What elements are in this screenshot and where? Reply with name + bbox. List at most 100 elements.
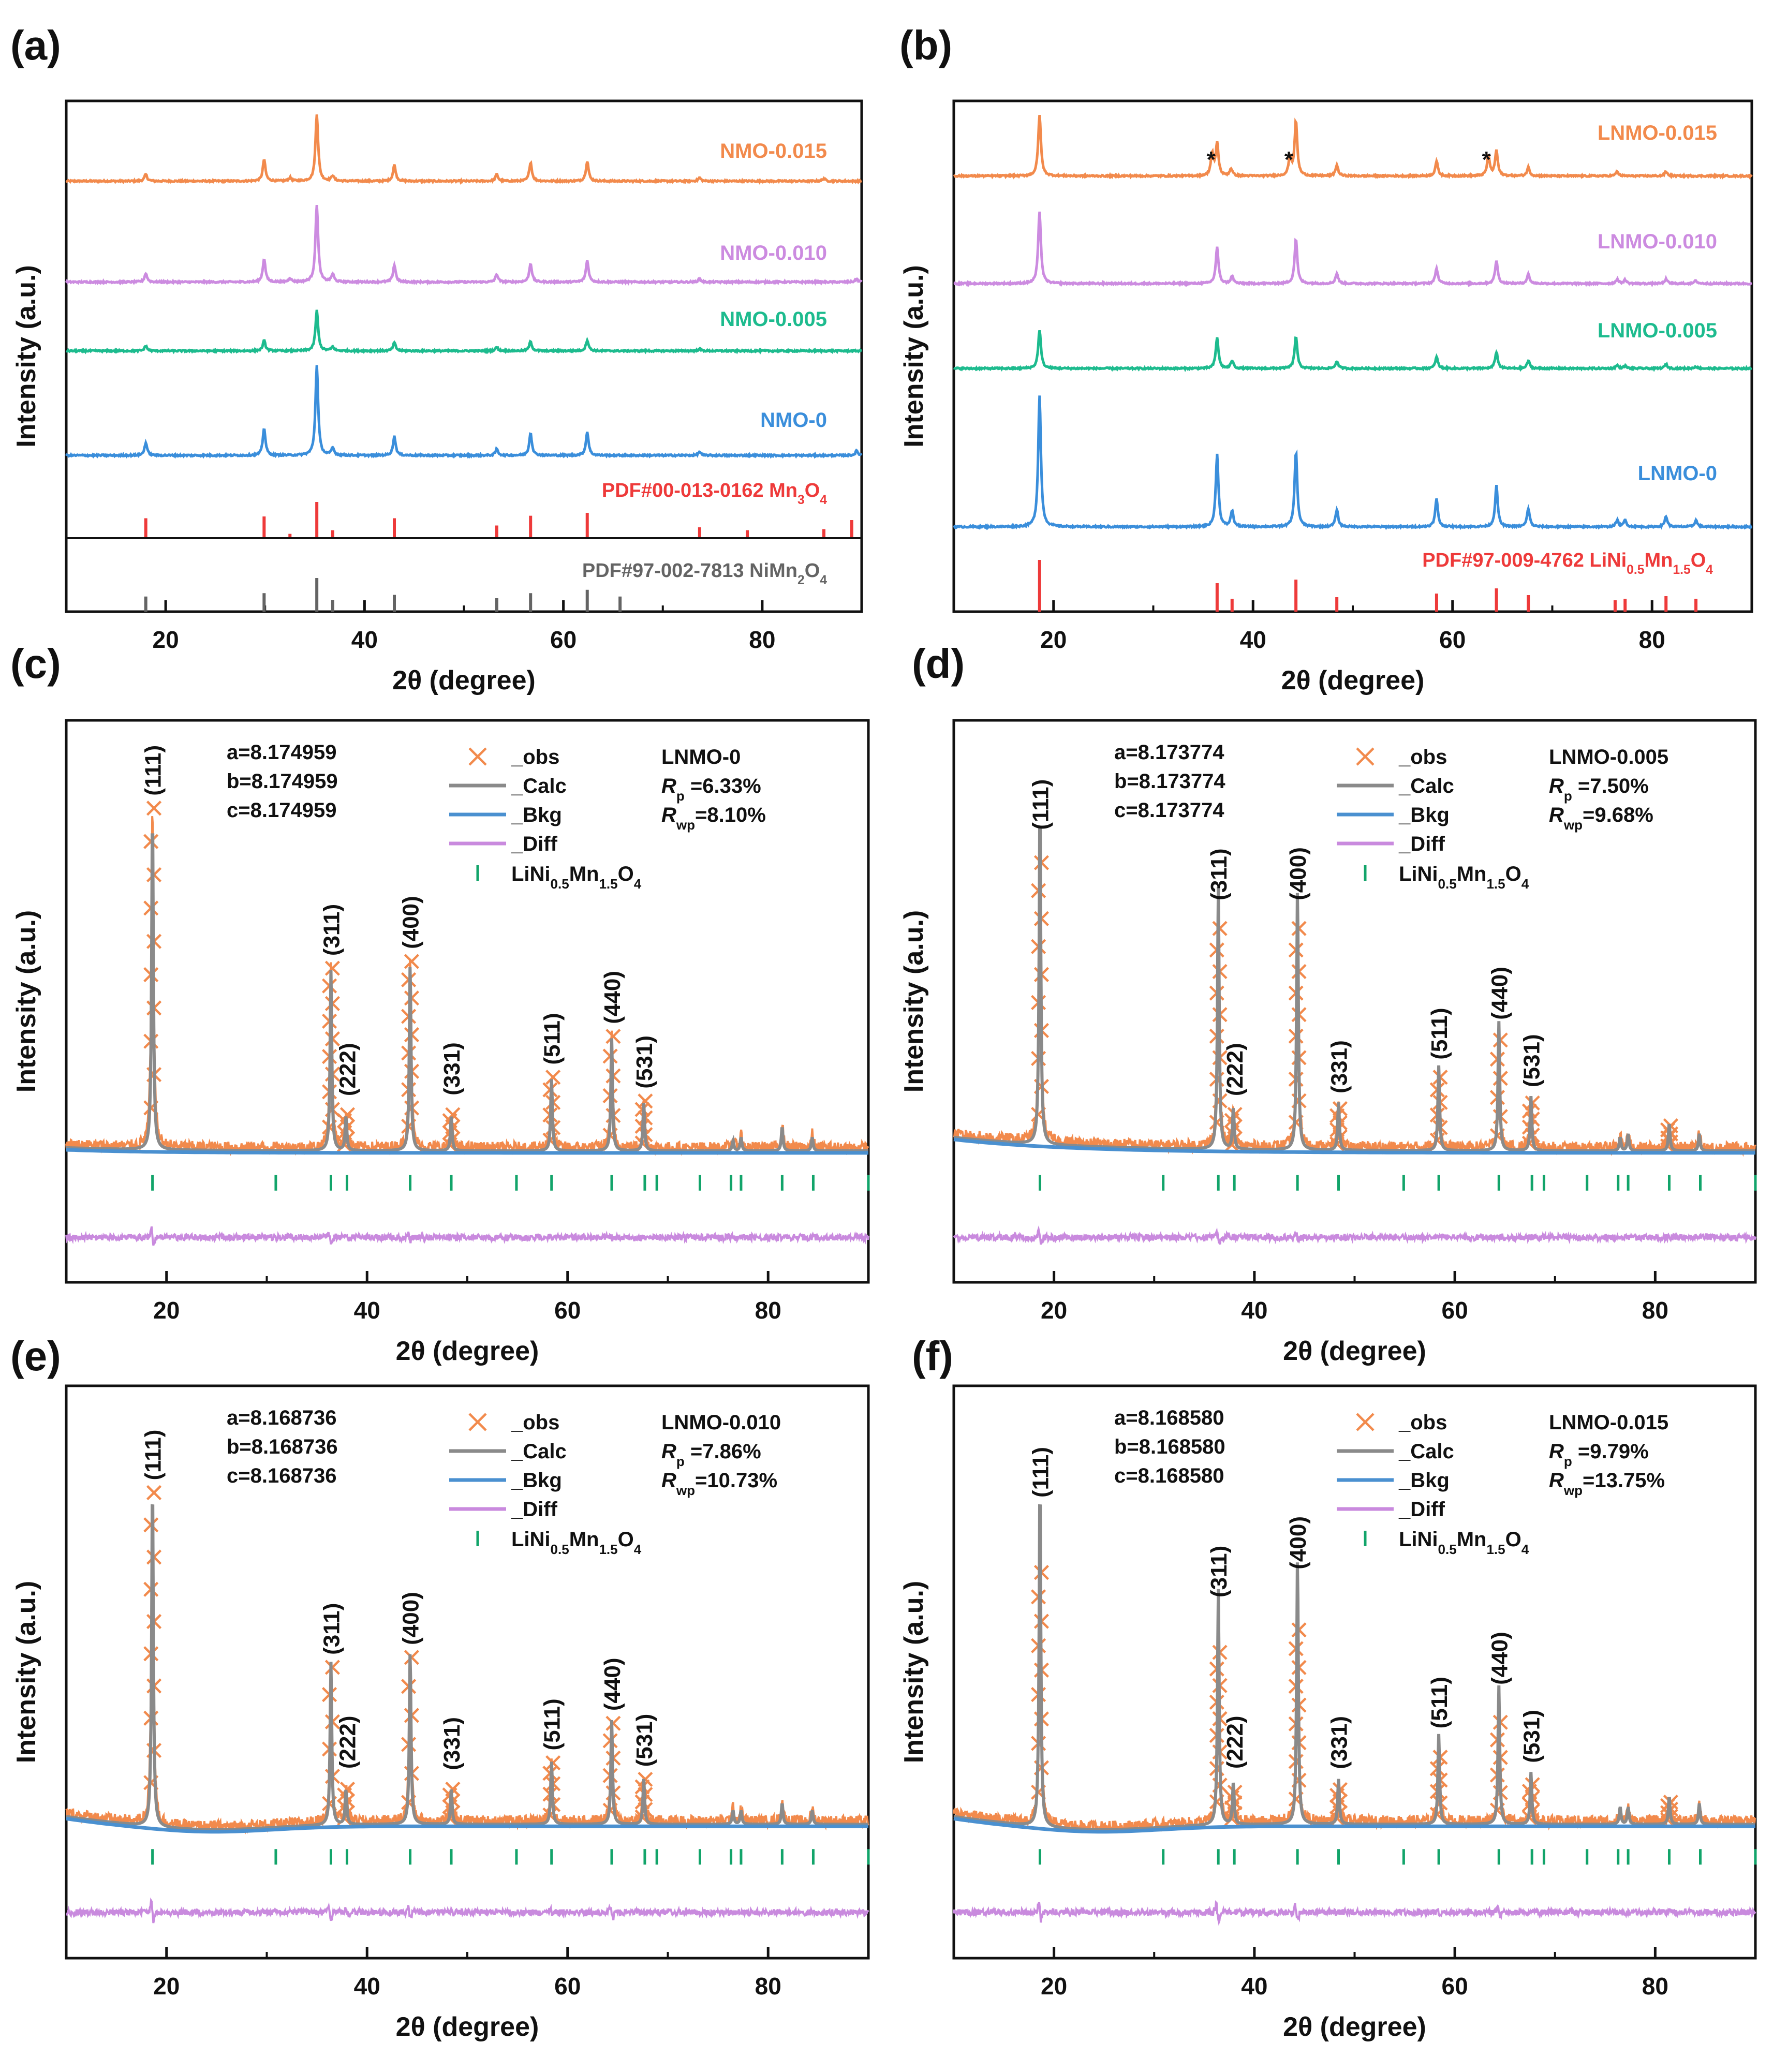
hkl-label: (440) (600, 1657, 625, 1711)
legend-calc-label: _Calc (1398, 775, 1454, 797)
hkl-label: (531) (632, 1035, 657, 1089)
hkl-label: (222) (335, 1715, 361, 1769)
hkl-label: (222) (1222, 1043, 1248, 1096)
calc-line (953, 1504, 1755, 1831)
rp-value: Rp =7.86% (661, 1440, 761, 1469)
hkl-label: (222) (335, 1043, 361, 1096)
text-part: R (661, 775, 676, 797)
subscript: 4 (634, 876, 642, 892)
text-part: Mn (1457, 863, 1487, 885)
x-tick-label: 20 (153, 1973, 180, 2000)
y-axis-label: Intensity (a.u.) (899, 910, 929, 1092)
bkg-line (66, 1816, 868, 1834)
subscript: 1.5 (1486, 876, 1505, 892)
text-part: =10.73% (695, 1469, 777, 1492)
x-axis-label: 2θ (degree) (1283, 2012, 1426, 2042)
subscript: wp (1563, 817, 1583, 833)
subscript: 0.5 (551, 1542, 569, 1557)
hkl-label: (400) (398, 1592, 424, 1645)
subscript: 3 (797, 493, 805, 507)
x-axis-label: 2θ (degree) (396, 1336, 539, 1366)
text-part: PDF#97-002-7813 NiMn (582, 560, 797, 582)
lattice-parameter: a=8.168580 (1114, 1407, 1224, 1429)
subscript: p (676, 1454, 685, 1469)
subscript: 0.5 (551, 876, 569, 892)
reference-label: PDF#00-013-0162 Mn3O4 (602, 480, 827, 507)
text-part: R (661, 804, 676, 826)
panel-f: 20 40 60 80 2θ (degree) Intensity (a.u.) (f) (1… (899, 1333, 1757, 2042)
legend-obs-marker (1356, 1413, 1375, 1431)
rwp-value: Rwp=10.73% (661, 1469, 777, 1498)
subscript: 2 (797, 573, 805, 587)
hkl-label: (331) (439, 1717, 465, 1770)
hkl-label: (311) (319, 904, 345, 956)
sample-name: LNMO-0 (661, 746, 741, 768)
x-axis-label: 2θ (degree) (1283, 1336, 1426, 1366)
lattice-parameter: b=8.168580 (1114, 1435, 1225, 1458)
x-tick-label: 40 (1241, 1973, 1267, 2000)
legend-obs-label: _obs (1398, 1411, 1447, 1434)
legend-phase-label: LiNi0.5Mn1.5O4 (1399, 1528, 1529, 1557)
text-part: R (1549, 1469, 1564, 1492)
x-tick-label: 60 (1442, 1973, 1468, 2000)
rp-value: Rp =9.79% (1549, 1440, 1649, 1469)
obs-band (953, 1581, 1756, 1833)
legend-obs-label: _obs (511, 746, 559, 768)
text-part: =7.86% (685, 1440, 761, 1463)
panel-label: (d) (912, 641, 965, 687)
text-part: O (1505, 863, 1521, 885)
hkl-label: (531) (1519, 1034, 1544, 1087)
subscript: 4 (1706, 563, 1713, 577)
lattice-parameter: b=8.173774 (1114, 770, 1225, 793)
obs-marker (445, 1107, 461, 1122)
panel-label: (e) (10, 1333, 61, 1379)
subscript: wp (676, 1483, 695, 1498)
hkl-label: (311) (1206, 1546, 1232, 1597)
subscript: 1.5 (1486, 1542, 1505, 1557)
series-line (953, 115, 1753, 180)
panel-b: 20 40 60 80 2θ (degree) Intensity (a.u.) (b) LN… (899, 22, 1753, 695)
obs-marker (339, 1107, 356, 1122)
obs-marker (545, 1070, 561, 1085)
subscript: 4 (820, 493, 827, 507)
text-part: PDF#97-009-4762 LiNi (1422, 550, 1627, 571)
subscript: 1.5 (599, 876, 617, 892)
hkl-label: (511) (540, 1698, 565, 1750)
x-tick-label: 80 (1642, 1297, 1668, 1324)
x-tick-label: 40 (1240, 626, 1266, 653)
x-tick-label: 40 (351, 626, 378, 653)
obs-marker (146, 801, 162, 816)
legend-obs-marker (1356, 747, 1375, 766)
obs-marker (339, 1781, 356, 1797)
subscript: 0.5 (1438, 1542, 1457, 1557)
legend-diff-label: _Diff (511, 833, 558, 855)
x-tick-label: 20 (153, 626, 179, 653)
series-label: NMO-0.015 (720, 140, 827, 162)
text-part: Mn (1457, 1528, 1487, 1551)
rwp-value: Rwp=8.10% (661, 804, 766, 833)
series-label: LNMO-0.015 (1598, 122, 1717, 144)
diff-line (65, 1226, 869, 1246)
text-part: =9.68% (1583, 804, 1653, 826)
subscript: 4 (634, 1542, 642, 1557)
hkl-label: (311) (1206, 849, 1232, 900)
subscript: wp (1563, 1483, 1583, 1498)
text-part: LiNi (511, 1528, 551, 1551)
lattice-parameter: c=8.174959 (227, 799, 336, 822)
lattice-parameter: c=8.173774 (1114, 799, 1224, 822)
legend-diff-label: _Diff (1398, 833, 1445, 855)
x-axis-label: 2θ (degree) (1281, 665, 1425, 695)
hkl-label: (331) (1327, 1040, 1352, 1093)
bkg-line (953, 1816, 1755, 1834)
hkl-label: (400) (398, 896, 424, 949)
bkg-line (953, 1137, 1755, 1155)
hkl-label: (111) (141, 745, 166, 796)
legend-phase-label: LiNi0.5Mn1.5O4 (511, 1528, 642, 1557)
legend-obs-marker (468, 1413, 487, 1431)
x-tick-label: 80 (755, 1297, 781, 1324)
subscript: p (1564, 1454, 1572, 1469)
series-line (65, 365, 863, 459)
subscript: p (676, 788, 685, 804)
lattice-parameter: a=8.173774 (1114, 741, 1224, 764)
rp-value: Rp =6.33% (661, 775, 761, 804)
